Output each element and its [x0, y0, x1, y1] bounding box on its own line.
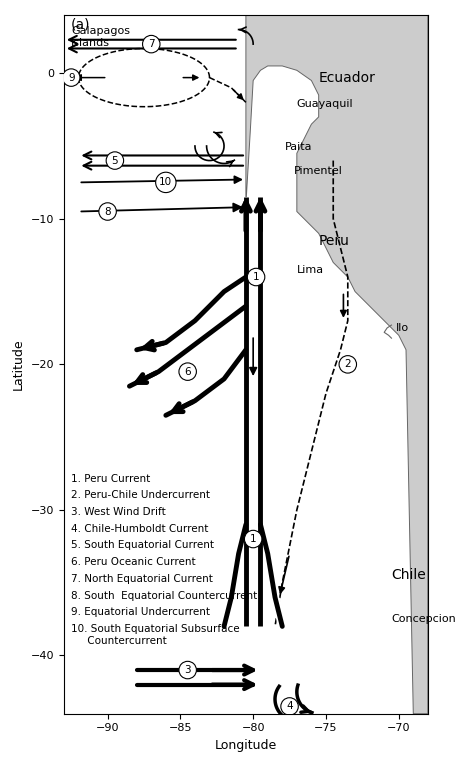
Text: 2: 2 [345, 360, 351, 370]
Text: 9: 9 [68, 73, 74, 83]
Text: 10: 10 [159, 177, 173, 187]
Text: (a): (a) [71, 18, 91, 32]
Text: Chile: Chile [392, 568, 426, 582]
Circle shape [245, 530, 262, 548]
Circle shape [339, 356, 356, 373]
Text: 1: 1 [250, 534, 256, 544]
Y-axis label: Latitude: Latitude [12, 338, 25, 390]
Text: Ilo: Ilo [396, 323, 409, 333]
Circle shape [106, 152, 124, 170]
Text: 8. South  Equatorial Countercurrent: 8. South Equatorial Countercurrent [71, 591, 257, 601]
Text: 9. Equatorial Undercurrent: 9. Equatorial Undercurrent [71, 607, 210, 617]
Text: 3: 3 [184, 665, 191, 675]
Text: 6. Peru Oceanic Current: 6. Peru Oceanic Current [71, 558, 196, 568]
Circle shape [179, 363, 196, 380]
Circle shape [179, 661, 196, 679]
Text: 8: 8 [104, 206, 111, 216]
Text: 4: 4 [286, 702, 293, 712]
Polygon shape [246, 15, 428, 714]
Circle shape [143, 35, 160, 53]
Circle shape [63, 69, 80, 87]
Text: 2. Peru-Chile Undercurrent: 2. Peru-Chile Undercurrent [71, 490, 210, 500]
Text: 4. Chile-Humboldt Current: 4. Chile-Humboldt Current [71, 524, 209, 534]
Text: 7. North Equatorial Current: 7. North Equatorial Current [71, 574, 213, 584]
Text: 1. Peru Current: 1. Peru Current [71, 473, 150, 483]
Text: Concepcion: Concepcion [392, 614, 456, 624]
Text: 5: 5 [111, 156, 118, 166]
Text: Guayaquil: Guayaquil [297, 99, 354, 109]
Text: Pimentel: Pimentel [294, 166, 343, 176]
Circle shape [155, 173, 176, 193]
Text: 3. West Wind Drift: 3. West Wind Drift [71, 507, 166, 517]
Text: Paita: Paita [285, 143, 313, 153]
Text: 5. South Equatorial Current: 5. South Equatorial Current [71, 541, 214, 551]
X-axis label: Longitude: Longitude [215, 739, 277, 752]
Circle shape [247, 268, 265, 286]
Text: Galapagos
Islands: Galapagos Islands [71, 26, 130, 48]
Circle shape [281, 698, 298, 715]
Text: 1: 1 [253, 272, 259, 282]
Text: Ecuador: Ecuador [319, 71, 375, 84]
Text: Peru: Peru [319, 234, 349, 248]
Text: 10. South Equatorial Subsurface
     Countercurrent: 10. South Equatorial Subsurface Counterc… [71, 624, 240, 646]
Text: Lima: Lima [297, 265, 324, 275]
Text: 6: 6 [184, 367, 191, 377]
Circle shape [99, 202, 116, 220]
Text: 7: 7 [148, 39, 155, 49]
